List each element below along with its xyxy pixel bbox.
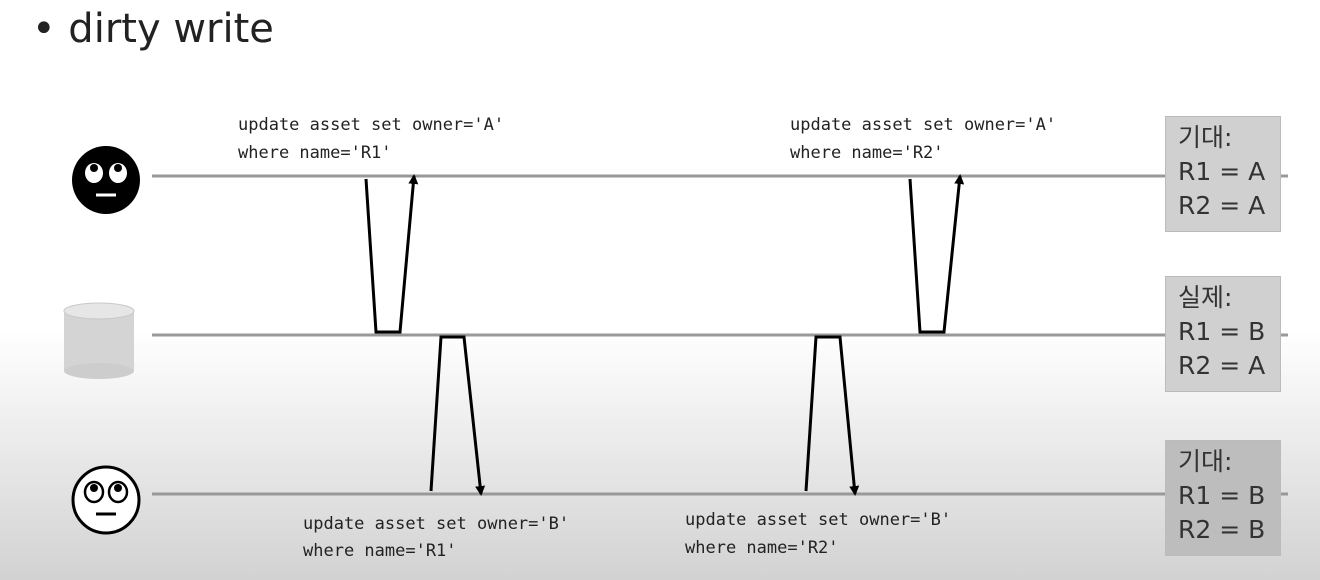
query-a-r1-line1: update asset set owner='A' bbox=[238, 115, 504, 135]
rolling-eyes-face-outline-icon bbox=[71, 465, 141, 535]
query-b-r2-line1: update asset set owner='B' bbox=[685, 510, 951, 530]
query-a-r2-line2: where name='R2' bbox=[790, 143, 944, 163]
query-b-r1-line2: where name='R1' bbox=[303, 541, 457, 561]
box-r1-value: R1 = B bbox=[1178, 317, 1266, 346]
box-heading: 기대: bbox=[1178, 123, 1233, 152]
arrow-a-r2 bbox=[908, 174, 965, 334]
query-a-r1-line2: where name='R1' bbox=[238, 143, 392, 163]
expected-result-b-box: 기대: R1 = B R2 = B bbox=[1165, 440, 1281, 556]
box-heading: 실제: bbox=[1178, 283, 1233, 312]
box-r2-value: R2 = A bbox=[1178, 191, 1266, 220]
query-a-r2-line1: update asset set owner='A' bbox=[790, 115, 1056, 135]
arrow-b-r1 bbox=[429, 335, 486, 496]
expected-result-a-box: 기대: R1 = A R2 = A bbox=[1165, 116, 1281, 232]
actual-result-box: 실제: R1 = B R2 = A bbox=[1165, 276, 1281, 392]
box-r1-value: R1 = B bbox=[1178, 481, 1266, 510]
slide-title: • dirty write bbox=[32, 6, 274, 52]
box-heading: 기대: bbox=[1178, 447, 1233, 476]
box-r2-value: R2 = A bbox=[1178, 351, 1266, 380]
rolling-eyes-face-black-icon bbox=[72, 146, 140, 214]
box-r2-value: R2 = B bbox=[1178, 515, 1266, 544]
database-cylinder-icon bbox=[63, 302, 135, 379]
query-b-r2-line2: where name='R2' bbox=[685, 538, 839, 558]
query-b-r1-line1: update asset set owner='B' bbox=[303, 514, 569, 534]
arrow-a-r1 bbox=[364, 174, 419, 334]
box-r1-value: R1 = A bbox=[1178, 157, 1266, 186]
arrow-b-r2 bbox=[804, 335, 860, 496]
